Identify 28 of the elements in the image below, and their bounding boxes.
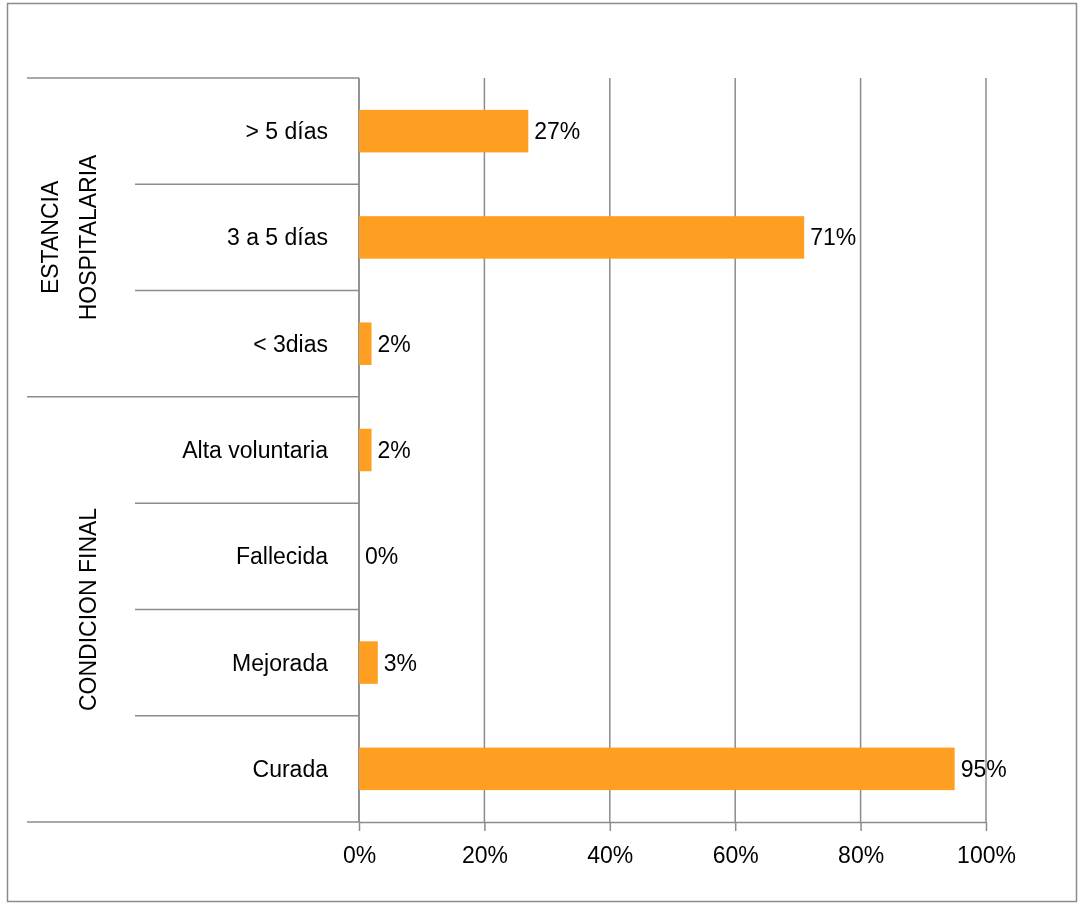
data-label: 71% [810,224,857,251]
data-label: 3% [383,649,418,676]
data-label: 2% [377,437,411,463]
data-label: 95% [960,755,1007,782]
y-tick-label: 3 a 5 días [226,224,328,251]
bar [359,109,529,153]
data-label: 27% [534,118,581,145]
y-tick-label: < 3dias [253,330,328,357]
y-tick-label: Curada [252,755,329,782]
data-label: 2% [377,330,411,357]
bar [359,747,955,791]
bar [359,428,372,472]
x-tick-label: 40% [587,842,634,869]
x-tick-label: 60% [712,842,759,869]
bar [359,322,372,365]
y-tick-label: Mejorada [232,649,329,676]
text: CONDICION FINAL [75,507,101,712]
y-tick-label: > 5 días [245,118,328,145]
text: ESTANCIA HOSPITALARIA [37,153,101,321]
x-tick-label: 0% [342,842,377,869]
x-tick-label: 80% [838,842,885,869]
y-tick-label: Fallecida [235,543,329,570]
bar [359,641,378,684]
x-tick-label: 20% [461,842,508,869]
bar [359,216,805,259]
data-label: 0% [365,543,399,570]
x-tick-label: 100% [957,842,1016,869]
y-tick-label: Alta voluntaria [182,437,329,463]
